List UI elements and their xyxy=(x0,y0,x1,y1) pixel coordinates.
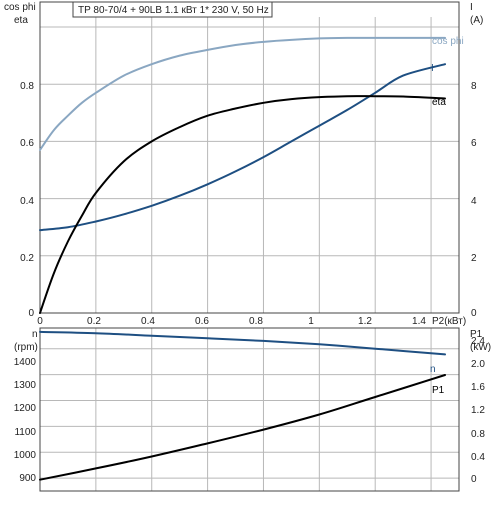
current-series-label: I xyxy=(431,63,434,74)
cosphi-curve xyxy=(39,36,446,151)
speed-curve xyxy=(39,330,446,356)
y-left-tick: 1400 xyxy=(14,357,37,368)
y-right-tick: 4 xyxy=(471,196,477,207)
y-left-tick: 0 xyxy=(28,308,34,319)
y-left-tick: 0.4 xyxy=(20,196,34,207)
x-tick: 1.4 xyxy=(412,316,426,327)
y-right-tick: 0.4 xyxy=(471,452,485,463)
y-left-label-speed: n xyxy=(32,329,38,340)
power-series-label: P1 xyxy=(432,385,445,396)
power-curve xyxy=(39,374,446,481)
y-left-tick: 1100 xyxy=(14,427,36,438)
chart-title: TP 80-70/4 + 90LB 1.1 кВт 1* 230 V, 50 H… xyxy=(78,5,269,16)
y-left-tick: 0.6 xyxy=(20,138,34,149)
top-panel: TP 80-70/4 + 90LB 1.1 кВт 1* 230 V, 50 H… xyxy=(4,1,483,327)
y-right-tick: 1.2 xyxy=(471,405,485,416)
y-left-tick: 0.2 xyxy=(20,253,34,264)
y-left-tick: 1000 xyxy=(14,450,37,461)
eta-series-label: eta xyxy=(432,97,446,108)
y-right-tick: 6 xyxy=(471,138,477,149)
y-right-tick: 0 xyxy=(471,474,477,485)
x-tick: 0.4 xyxy=(141,316,155,327)
y-right-tick: 0 xyxy=(471,308,477,319)
y-right-label-power: P1 xyxy=(470,329,483,340)
current-curve xyxy=(39,63,446,232)
x-tick: 0.8 xyxy=(249,316,263,327)
cosphi-series-label: cos phi xyxy=(432,36,464,47)
speed-series-label: n xyxy=(430,364,436,375)
y-left-label-cosphi: cos phi xyxy=(4,2,36,13)
y-left-tick: 0.8 xyxy=(20,81,34,92)
title-box xyxy=(72,1,273,18)
y-right-tick: 8 xyxy=(471,81,477,92)
y-right-tick: 2.4 xyxy=(471,336,485,347)
x-tick: 1.2 xyxy=(358,316,372,327)
y-right-tick: 2 xyxy=(471,253,477,264)
y-left-tick: 1300 xyxy=(14,380,37,391)
y-right-tick: 2.0 xyxy=(471,359,485,370)
y-left-tick: 900 xyxy=(19,473,36,484)
x-tick: 0 xyxy=(37,316,43,327)
bottom-frame xyxy=(39,327,460,492)
x-tick: 0.6 xyxy=(195,316,209,327)
y-left-label-eta: eta xyxy=(14,15,28,26)
y-left-unit-speed: (rpm) xyxy=(14,342,38,353)
eta-curve xyxy=(39,95,446,314)
y-right-unit-current: (A) xyxy=(470,15,483,26)
y-right-tick: 1.6 xyxy=(471,382,485,393)
y-right-label-current: I xyxy=(470,2,473,13)
y-right-unit-power: (kW) xyxy=(470,342,491,353)
bottom-panel: n (rpm) P1 (kW) 900 1000 1100 1200 1300 … xyxy=(14,327,491,492)
y-left-tick: 1200 xyxy=(14,403,37,414)
x-axis-label: P2(кВт) xyxy=(432,316,466,327)
y-right-tick: 0.8 xyxy=(471,429,485,440)
x-tick: 1 xyxy=(308,316,314,327)
x-tick: 0.2 xyxy=(87,316,101,327)
